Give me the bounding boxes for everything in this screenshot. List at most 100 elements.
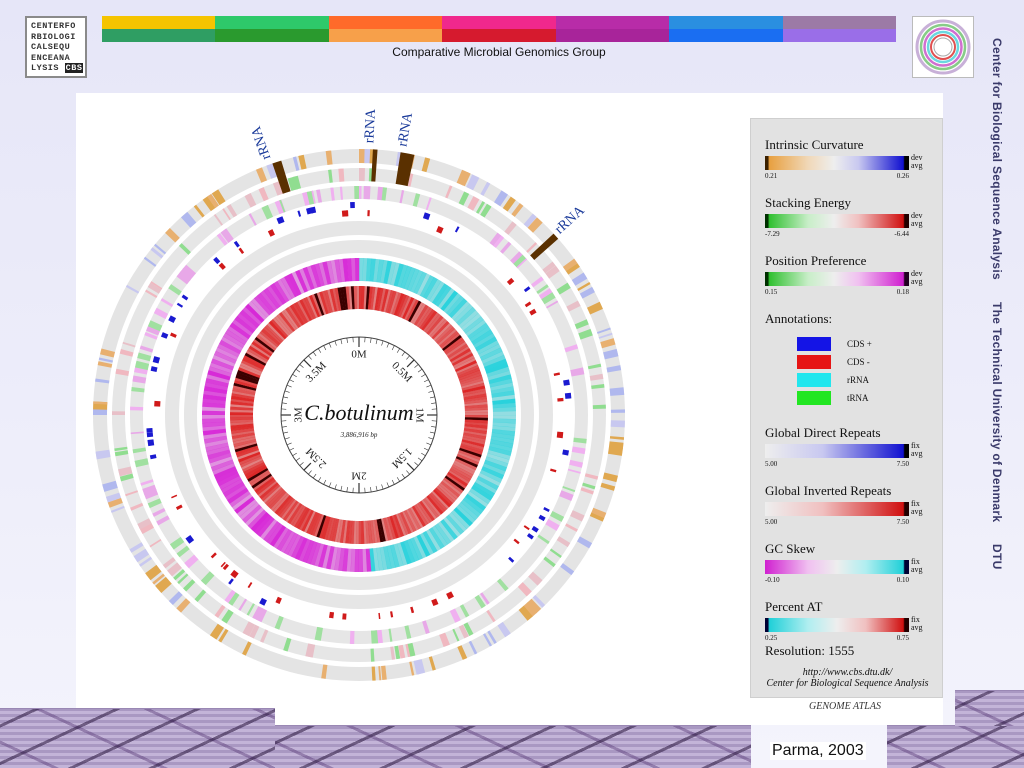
atlas-ring-stripe <box>407 173 414 187</box>
percent-at-segment <box>309 294 321 318</box>
percent-at-segment <box>230 417 254 421</box>
scale-tick <box>414 364 419 368</box>
percent-at-segment <box>332 288 340 312</box>
percent-at-segment <box>383 517 392 541</box>
atlas-ring-stripe <box>139 345 154 353</box>
percent-at-segment <box>232 434 256 442</box>
percent-at-segment <box>234 377 258 387</box>
atlas-ring-stripe <box>146 566 162 581</box>
scale-tick <box>406 359 415 368</box>
percent-at-segment <box>253 338 274 355</box>
percent-at-segment <box>256 478 276 496</box>
percent-at-segment <box>254 477 275 493</box>
scale-tick <box>414 462 419 466</box>
atlas-ring-stripe <box>139 521 154 534</box>
gc-skew-segment <box>306 541 318 565</box>
atlas-ring-stripe <box>297 210 302 217</box>
atlas-ring-stripe <box>409 661 415 676</box>
legend-percentat: Percent AT fix avg 0.25 0.75 <box>765 599 935 642</box>
percent-at-segment <box>257 332 278 350</box>
scale-tick <box>429 396 435 399</box>
gc-skew-segment <box>406 538 420 562</box>
gc-skew-segment <box>202 414 226 420</box>
gc-skew-segment <box>322 545 332 569</box>
legend-inverted-unit2: avg <box>911 507 923 516</box>
legend-curvature-min: 0.21 <box>765 172 778 180</box>
atlas-ring-stripe <box>249 624 260 639</box>
logo-line-2: RBIOLOGI <box>31 31 76 42</box>
percent-at-segment <box>439 482 459 500</box>
percent-at-segment <box>232 385 256 393</box>
percent-at-segment <box>413 504 429 526</box>
percent-at-segment <box>464 423 488 429</box>
atlas-ring-stripe <box>276 216 285 225</box>
gc-skew-segment <box>362 258 368 282</box>
bacteria-strip-right-top <box>955 690 1024 726</box>
atlas-ring-stripe <box>526 533 534 540</box>
gc-skew-segment <box>379 546 388 571</box>
atlas-ring-stripe <box>178 243 191 255</box>
percent-at-segment <box>464 419 488 424</box>
atlas-ring-stripe <box>272 181 283 196</box>
atlas-ring-stripe <box>183 579 196 592</box>
gc-skew-segment <box>478 472 501 487</box>
legend-annotation-item: CDS - <box>797 353 935 371</box>
gc-skew-segment <box>490 439 514 448</box>
atlas-ring-stripe <box>562 258 578 272</box>
atlas-ring-stripe <box>171 494 178 499</box>
percent-at-segment <box>230 412 254 415</box>
legend-annotations-title: Annotations: <box>765 311 833 326</box>
gc-skew-segment <box>358 548 364 572</box>
atlas-ring-stripe <box>550 468 557 473</box>
legend-annotation-swatch <box>797 391 831 405</box>
color-bar-cell <box>215 16 329 29</box>
rrna-mark <box>272 160 291 194</box>
atlas-ring-stripe <box>349 630 355 644</box>
gc-skew-segment <box>400 265 412 289</box>
gc-skew-segment <box>467 322 489 340</box>
percent-at-segment <box>282 500 299 521</box>
atlas-ring-stripe <box>107 497 123 508</box>
percent-at-segment <box>464 409 488 413</box>
atlas-ring-stripe <box>528 571 543 586</box>
atlas-ring-stripe <box>114 446 128 452</box>
rrna-label: rRNA <box>395 111 416 148</box>
percent-at-segment <box>409 506 424 529</box>
legend-position-unit1: dev <box>911 269 923 278</box>
atlas-ring-stripe <box>493 235 505 248</box>
atlas-ring-stripe <box>95 449 111 460</box>
atlas-ring-stripe <box>184 554 199 569</box>
atlas-ring-stripe <box>176 598 191 613</box>
atlas-ring-stripe <box>168 284 182 296</box>
percent-at-segment <box>313 514 325 537</box>
percent-at-segment <box>301 298 315 321</box>
atlas-ring-stripe <box>209 623 224 640</box>
gc-skew-segment <box>223 332 245 348</box>
gc-skew-segment <box>204 382 228 391</box>
gc-skew-segment <box>346 258 353 282</box>
atlas-ring-stripe <box>421 157 431 173</box>
percent-at-segment <box>239 455 263 468</box>
atlas-ring-stripe <box>598 332 613 339</box>
percent-at-segment <box>385 517 394 541</box>
atlas-ring-stripe <box>510 251 524 265</box>
percent-at-segment <box>234 380 257 389</box>
legend-stacking-max: -6.44 <box>894 230 909 238</box>
scale-tick <box>428 437 434 440</box>
side-line-dtu-full: The Technical University of Denmark <box>990 301 1004 522</box>
percent-at-segment <box>242 459 265 473</box>
legend-annotation-item: rRNA <box>797 371 935 389</box>
atlas-ring-stripe <box>483 633 492 647</box>
percent-at-segment <box>424 496 442 517</box>
percent-at-segment <box>455 456 478 468</box>
gc-skew-segment <box>403 540 416 564</box>
percent-at-segment <box>230 398 254 404</box>
percent-at-segment <box>329 518 337 542</box>
scale-tick <box>284 437 290 440</box>
gc-skew-segment <box>445 514 465 535</box>
gc-skew-segment <box>396 542 408 566</box>
atlas-ring-stripe <box>176 545 190 558</box>
percent-at-segment <box>250 343 271 359</box>
percent-at-segment <box>306 511 318 534</box>
gc-skew-segment <box>221 336 244 352</box>
